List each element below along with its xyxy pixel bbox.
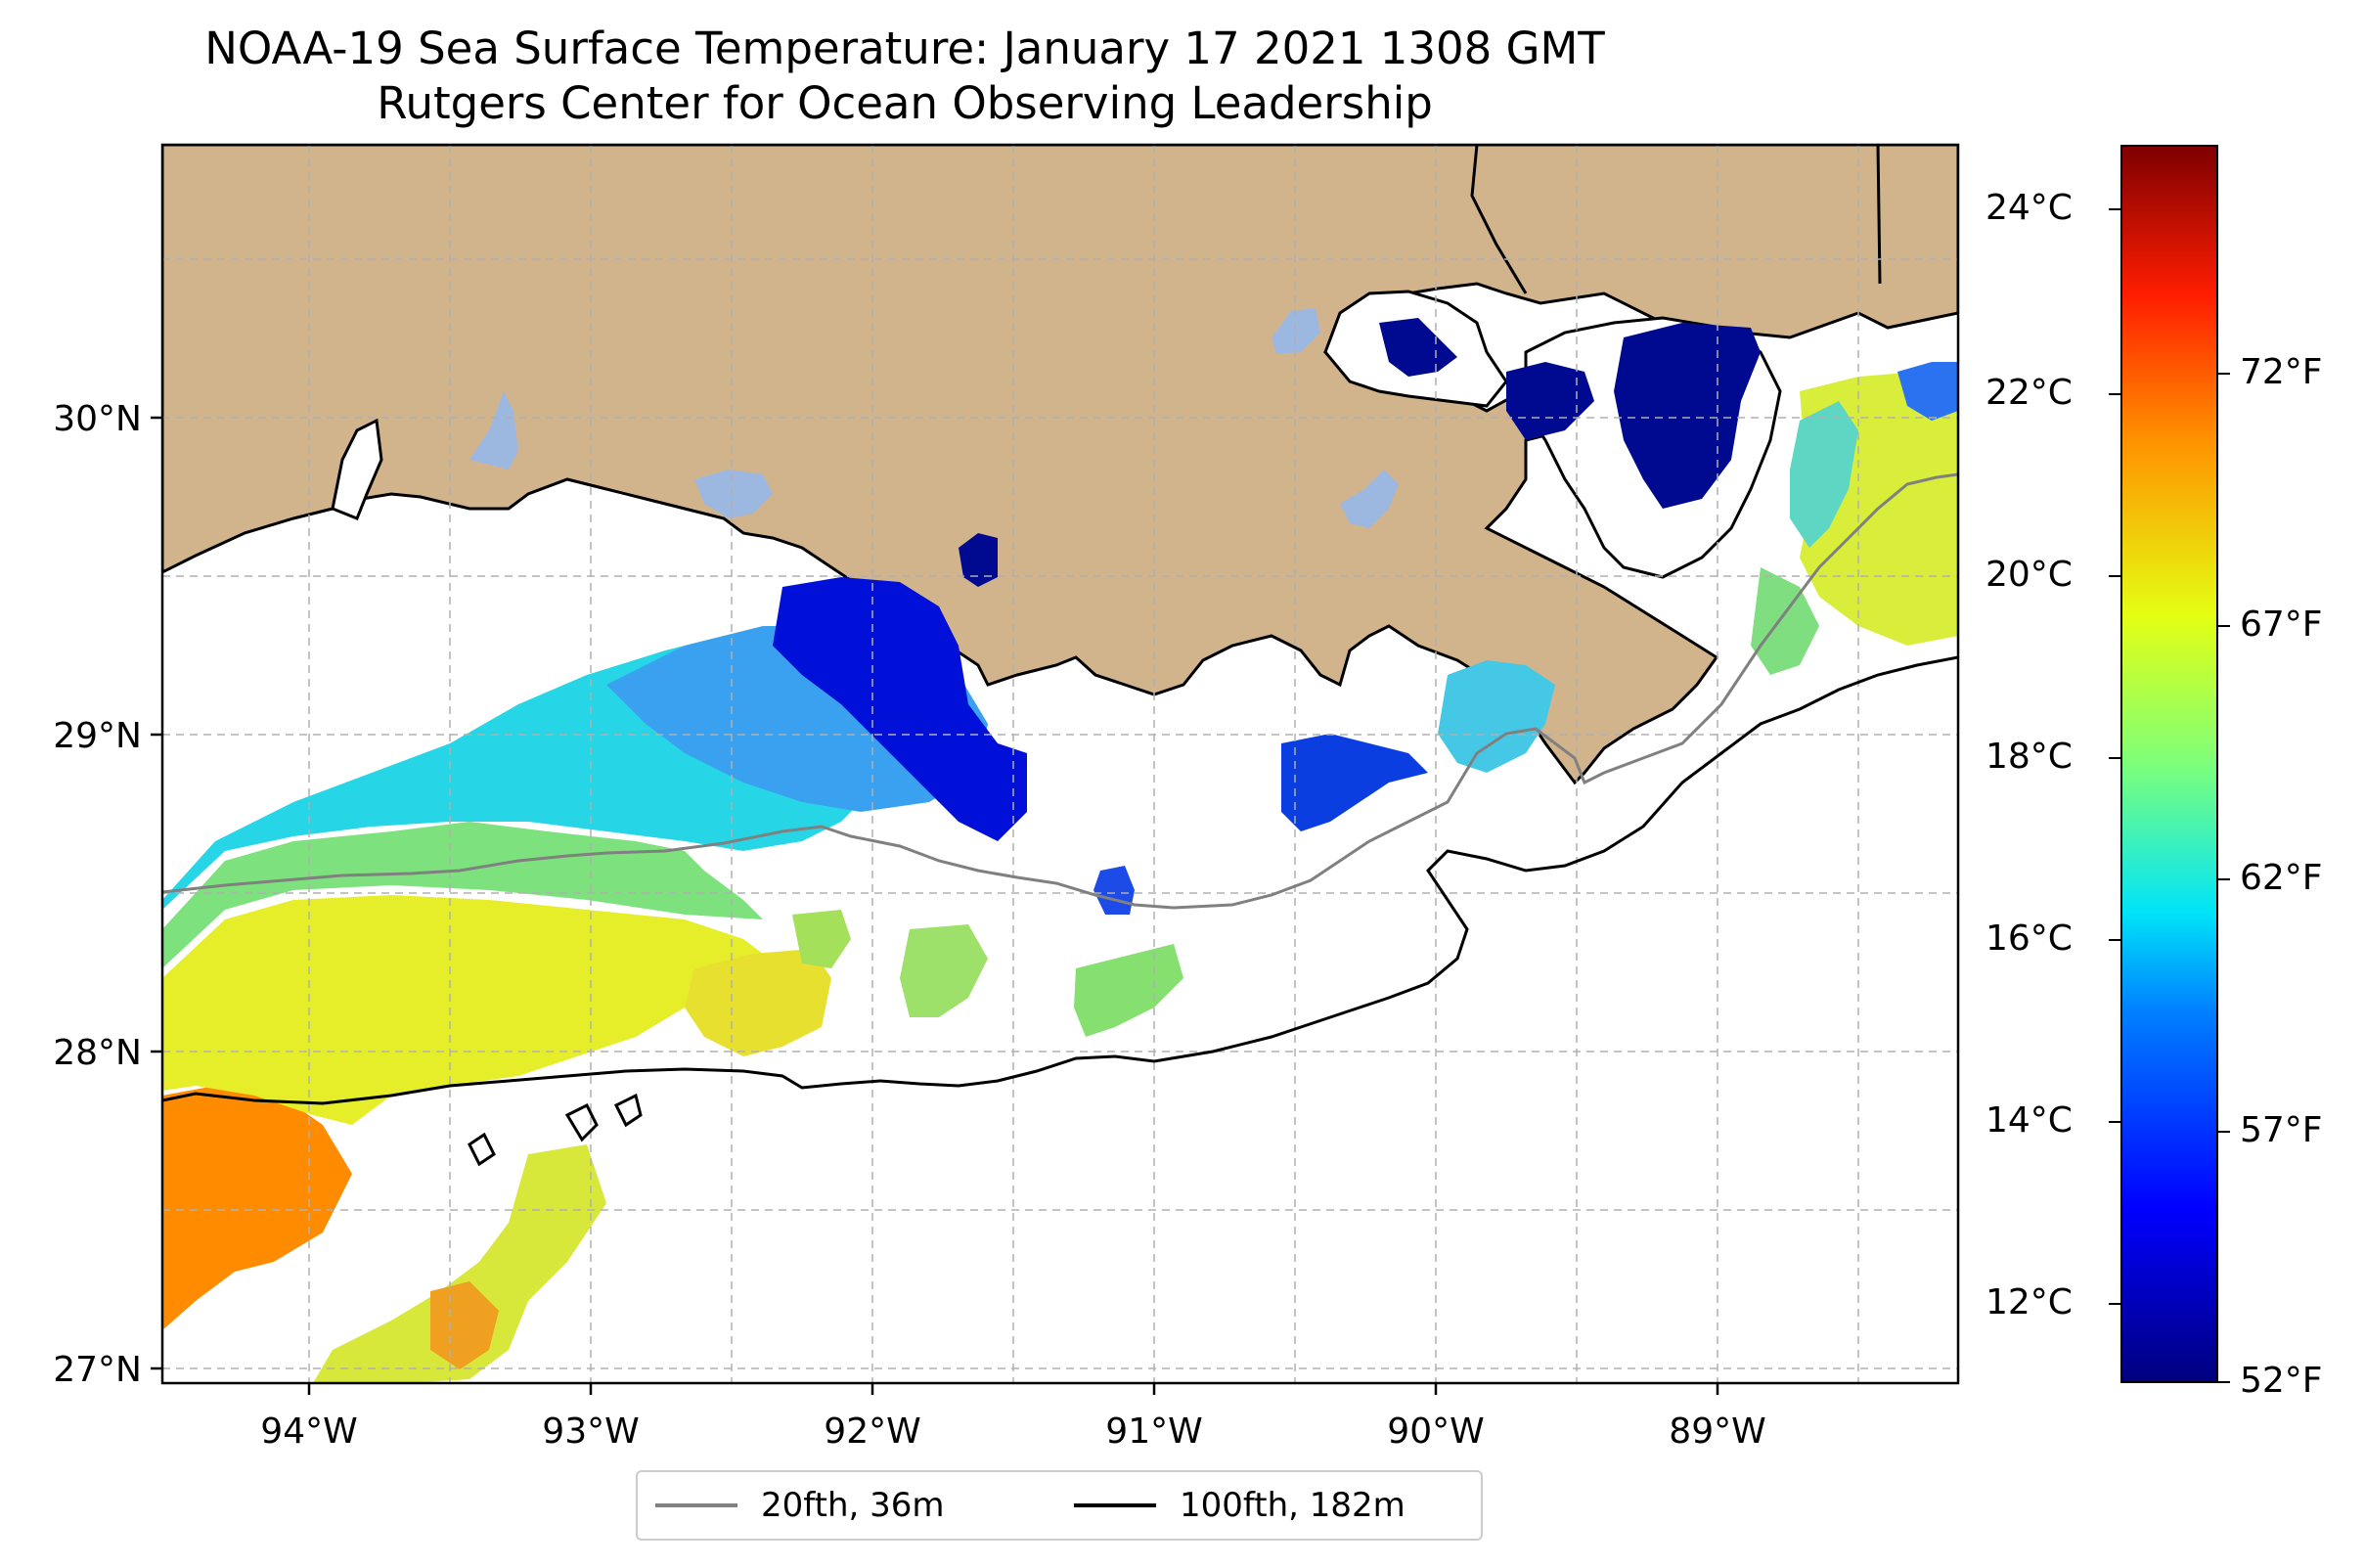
legend-label-100fth: 100fth, 182m <box>1180 1486 1406 1525</box>
cb-tick-20c <box>2109 575 2120 577</box>
legend-line-100fth <box>1074 1503 1156 1507</box>
sst-nearshore-dark <box>959 533 998 587</box>
isobath-100fth-island-2 <box>613 1093 643 1128</box>
lake-calcasieu <box>469 391 518 470</box>
isobath-100fth-island-1 <box>564 1102 599 1142</box>
lon-label-90w: 90°W <box>1387 1411 1484 1452</box>
lon-label-91w: 91°W <box>1105 1411 1202 1452</box>
lon-label-94w: 94°W <box>260 1411 357 1452</box>
land-inlet <box>331 418 383 520</box>
chart-title: NOAA-19 Sea Surface Temperature: January… <box>204 22 1605 74</box>
cb-label-62f: 62°F <box>2240 858 2323 898</box>
cb-label-16c: 16°C <box>1986 918 2073 959</box>
sst-bottom-yellow <box>313 1144 606 1383</box>
temperature-colorbar <box>2120 145 2218 1383</box>
cb-tick-24c <box>2109 208 2120 210</box>
lake-white <box>694 470 773 518</box>
sst-patch-cyan-1 <box>1438 660 1555 773</box>
sst-inland-cold-2 <box>1614 323 1761 509</box>
isobath-100fth-island-3 <box>468 1132 496 1167</box>
sst-patch-green-2 <box>900 924 988 1017</box>
sst-warm-southwest <box>162 1086 352 1330</box>
sst-east-green <box>1751 567 1819 675</box>
lat-label-27n: 27°N <box>53 1350 142 1390</box>
sst-east-cyan <box>1790 401 1858 548</box>
lon-label-89w: 89°W <box>1669 1411 1765 1452</box>
cb-label-24c: 24°C <box>1986 188 2073 228</box>
cb-label-52f: 52°F <box>2240 1361 2323 1401</box>
cb-label-67f: 67°F <box>2240 605 2323 645</box>
cb-tick-12c <box>2109 1303 2120 1305</box>
legend-line-20fth <box>655 1503 737 1507</box>
cb-label-20c: 20°C <box>1986 555 2073 595</box>
isobath-20fth <box>162 472 1958 910</box>
cb-tick-14c <box>2109 1121 2120 1123</box>
lat-label-30n: 30°N <box>53 399 142 439</box>
sst-patch-green-3 <box>792 910 851 968</box>
cb-tick-18c <box>2109 757 2120 759</box>
lon-label-93w: 93°W <box>542 1411 639 1452</box>
lon-label-92w: 92°W <box>824 1411 920 1452</box>
cb-tick-57f <box>2218 1131 2230 1133</box>
sst-inland-cold-3 <box>1506 362 1594 440</box>
cb-tick-72f <box>2218 373 2230 375</box>
cb-tick-62f <box>2218 878 2230 880</box>
sst-yellow-band <box>162 895 782 1125</box>
axis-ticks <box>151 416 1719 1395</box>
cb-label-57f: 57°F <box>2240 1110 2323 1150</box>
chart-subtitle: Rutgers Center for Ocean Observing Leade… <box>377 77 1433 129</box>
isobath-100fth <box>162 655 1958 1105</box>
cb-tick-22c <box>2109 393 2120 395</box>
sst-bottom-orange <box>430 1281 499 1369</box>
sst-east-blue <box>1897 362 1958 421</box>
cb-label-18c: 18°C <box>1986 737 2073 777</box>
state-border <box>1470 145 1882 294</box>
sst-patch-yellow-1 <box>685 949 831 1056</box>
sst-green-band <box>162 822 763 968</box>
cb-label-12c: 12°C <box>1986 1282 2073 1322</box>
sst-patch-green-1 <box>1074 944 1183 1037</box>
cb-label-14c: 14°C <box>1986 1100 2073 1141</box>
sst-cold-nearshore <box>773 577 1027 841</box>
lat-label-29n: 29°N <box>53 716 142 756</box>
cb-label-22c: 22°C <box>1986 373 2073 413</box>
cb-label-72f: 72°F <box>2240 352 2323 392</box>
lat-label-28n: 28°N <box>53 1033 142 1073</box>
legend-item-100fth: 100fth, 182m <box>1074 1486 1406 1525</box>
sst-patch-blue-1 <box>1281 734 1428 831</box>
lake-grand <box>1340 470 1399 528</box>
cb-tick-16c <box>2109 939 2120 941</box>
cb-tick-52f <box>2218 1381 2230 1383</box>
legend-item-20fth: 20fth, 36m <box>655 1486 945 1525</box>
isobath-legend: 20fth, 36m 100fth, 182m <box>636 1470 1483 1541</box>
sst-inland-cold-1 <box>1379 318 1457 377</box>
cb-tick-67f <box>2218 625 2230 627</box>
legend-label-20fth: 20fth, 36m <box>761 1486 945 1525</box>
map-frame <box>160 143 1960 1385</box>
lake-maurepas <box>1272 308 1320 354</box>
